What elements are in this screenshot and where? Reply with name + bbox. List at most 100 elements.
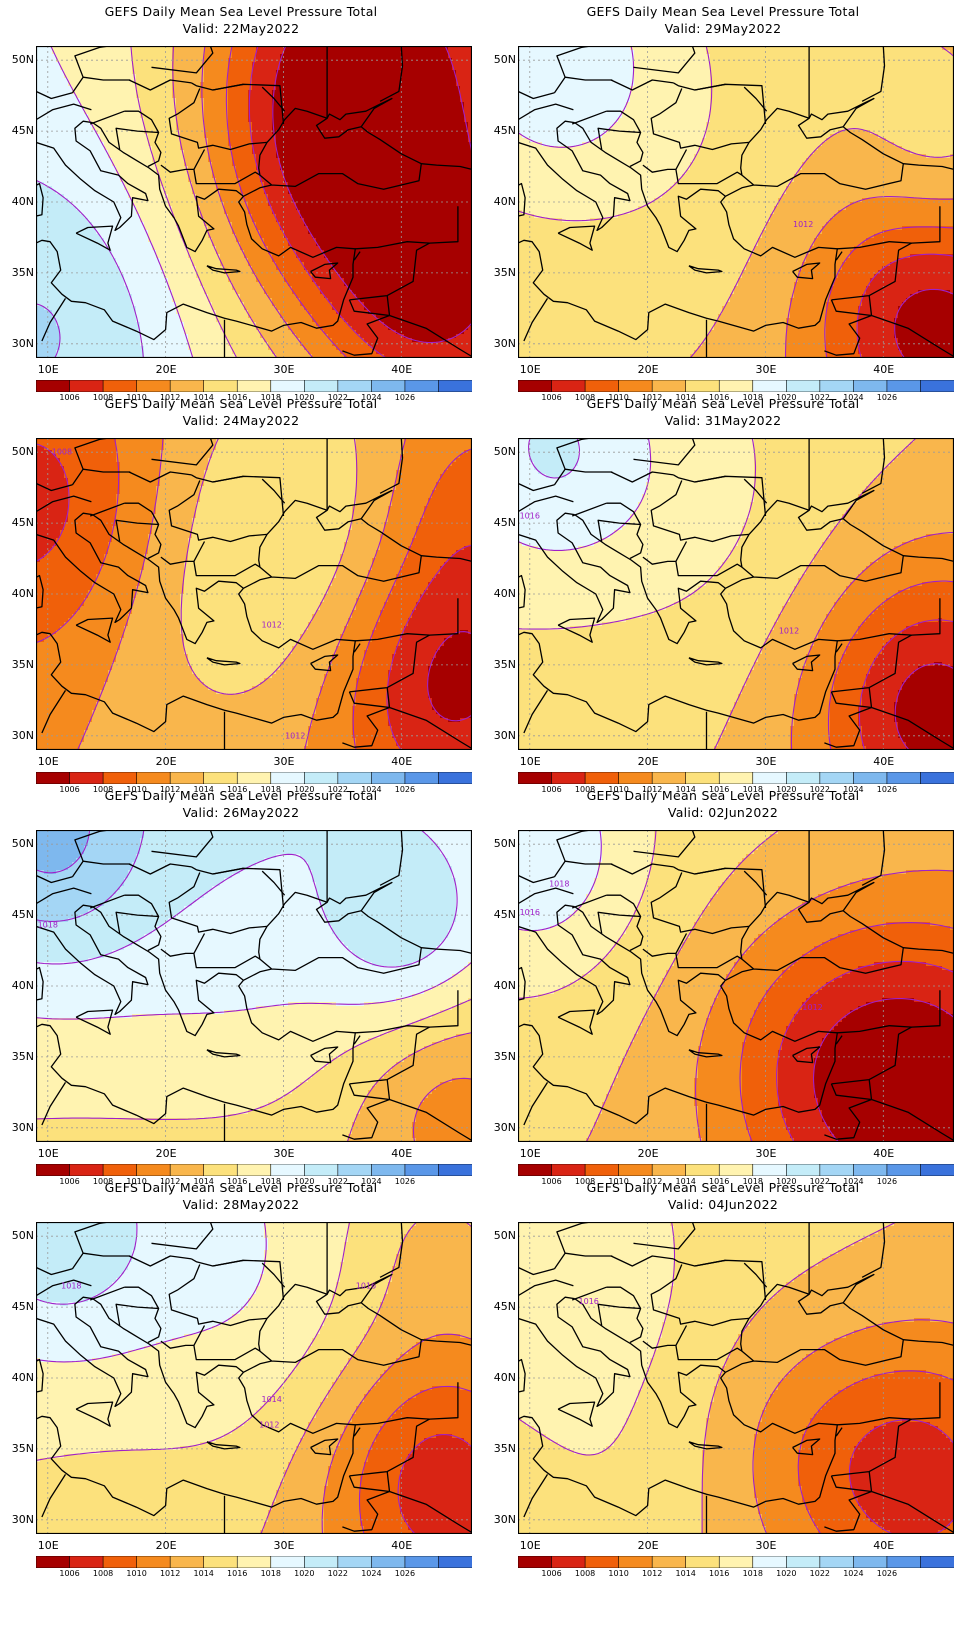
colorbar-label: 1026 xyxy=(394,393,416,402)
graticule xyxy=(518,830,954,1142)
panel-valid-date: Valid: 26May2022 xyxy=(182,805,300,820)
coastlines-borders xyxy=(36,830,472,1142)
colorbar-label: 1008 xyxy=(574,1569,596,1578)
latitude-label: 35N xyxy=(493,1441,516,1455)
mslp-map-panel: GEFS Daily Mean Sea Level Pressure Total… xyxy=(0,1176,482,1586)
colorbar-label: 1024 xyxy=(361,785,382,794)
pressure-map: 1016 1012 xyxy=(518,438,954,750)
colorbar-label: 1020 xyxy=(294,785,315,794)
latitude-label: 45N xyxy=(493,516,516,530)
coastlines-borders xyxy=(36,1222,472,1534)
mslp-map-panel: GEFS Daily Mean Sea Level Pressure Total… xyxy=(0,0,482,410)
colorbar-label: 1008 xyxy=(92,393,114,402)
panel-valid-date: Valid: 02Jun2022 xyxy=(667,805,779,820)
colorbar xyxy=(36,1556,472,1568)
latitude-label: 45N xyxy=(11,1300,34,1314)
colorbar-label: 1018 xyxy=(260,393,281,402)
latitude-label: 35N xyxy=(493,1049,516,1063)
panel-valid-date: Valid: 04Jun2022 xyxy=(667,1197,779,1212)
isobar-label: 1012 xyxy=(285,731,305,740)
longitude-label: 10E xyxy=(37,1147,59,1160)
colorbar-label: 1014 xyxy=(675,1569,696,1578)
latitude-label: 35N xyxy=(11,657,34,671)
colorbar-label: 1024 xyxy=(843,393,864,402)
longitude-label: 10E xyxy=(519,1539,541,1552)
longitude-label: 40E xyxy=(391,755,413,768)
latitude-label: 40N xyxy=(11,1371,34,1384)
longitude-label: 40E xyxy=(873,1539,895,1552)
colorbar-label: 1008 xyxy=(574,1177,596,1186)
panel-title: GEFS Daily Mean Sea Level Pressure Total xyxy=(104,396,378,411)
colorbar-label: 1008 xyxy=(574,785,596,794)
latitude-label: 50N xyxy=(11,53,34,67)
isobar-label: 1016 xyxy=(579,1297,599,1306)
colorbar-label: 1014 xyxy=(193,1569,214,1578)
longitude-label: 10E xyxy=(37,755,59,768)
longitude-label: 30E xyxy=(755,363,777,376)
isobar-label: 1008 xyxy=(52,448,72,457)
colorbar-label: 1020 xyxy=(294,393,315,402)
colorbar-label: 1022 xyxy=(809,1569,831,1578)
mslp-map-panel: GEFS Daily Mean Sea Level Pressure Total… xyxy=(482,784,964,1194)
colorbar-label: 1010 xyxy=(608,785,629,794)
colorbar-label: 1016 xyxy=(227,393,248,402)
colorbar-label: 1016 xyxy=(709,1569,730,1578)
colorbar-label: 1014 xyxy=(193,393,214,402)
map-frame xyxy=(518,1222,954,1534)
colorbar-label: 1014 xyxy=(675,1177,696,1186)
colorbar-label: 1010 xyxy=(126,1569,147,1578)
colorbar-label: 1012 xyxy=(641,1569,663,1578)
graticule xyxy=(36,1222,472,1534)
panel-title: GEFS Daily Mean Sea Level Pressure Total xyxy=(586,788,860,803)
colorbar-label: 1012 xyxy=(159,785,181,794)
colorbar-label: 1010 xyxy=(608,393,629,402)
colorbar-label: 1014 xyxy=(675,785,696,794)
colorbar xyxy=(518,1164,954,1176)
pressure-map: 1018 xyxy=(36,830,472,1142)
panel-title: GEFS Daily Mean Sea Level Pressure Total xyxy=(104,788,378,803)
colorbar-label: 1018 xyxy=(742,1569,763,1578)
longitude-label: 40E xyxy=(391,1539,413,1552)
pressure-fill xyxy=(518,438,954,750)
panel-valid-date: Valid: 24May2022 xyxy=(182,413,300,428)
map-frame xyxy=(36,46,472,358)
colorbar-label: 1014 xyxy=(193,1177,214,1186)
longitude-label: 20E xyxy=(637,755,659,768)
colorbar-label: 1016 xyxy=(709,1177,730,1186)
isobar-label: 1016 xyxy=(356,1281,376,1290)
colorbar-label: 1012 xyxy=(641,393,663,402)
colorbar-label: 1018 xyxy=(260,1569,281,1578)
colorbar-label: 1026 xyxy=(394,1569,416,1578)
latitude-label: 40N xyxy=(11,587,34,600)
latitude-label: 30N xyxy=(493,728,516,742)
isobar-label: 1012 xyxy=(779,626,799,635)
coastlines-borders xyxy=(518,830,954,1142)
longitude-label: 30E xyxy=(755,755,777,768)
latitude-label: 50N xyxy=(11,1229,34,1243)
colorbar xyxy=(518,1556,954,1568)
longitude-label: 40E xyxy=(873,363,895,376)
latitude-label: 40N xyxy=(493,195,516,208)
colorbar-label: 1020 xyxy=(776,1177,797,1186)
latitude-label: 50N xyxy=(11,837,34,851)
latitude-label: 40N xyxy=(11,195,34,208)
longitude-label: 30E xyxy=(273,1539,295,1552)
pressure-map: 1016 xyxy=(518,1222,954,1534)
colorbar-label: 1018 xyxy=(260,785,281,794)
isobar-label: 1016 xyxy=(520,908,540,917)
colorbar-label: 1006 xyxy=(541,393,562,402)
latitude-label: 45N xyxy=(11,908,34,922)
coastlines-borders xyxy=(36,438,472,750)
colorbar-label: 1010 xyxy=(126,785,147,794)
panel-title: GEFS Daily Mean Sea Level Pressure Total xyxy=(586,4,860,19)
panel-title: GEFS Daily Mean Sea Level Pressure Total xyxy=(586,396,860,411)
colorbar-label: 1026 xyxy=(876,1569,898,1578)
latitude-label: 40N xyxy=(493,979,516,992)
longitude-label: 40E xyxy=(873,1147,895,1160)
longitude-label: 20E xyxy=(155,1147,177,1160)
longitude-label: 20E xyxy=(637,363,659,376)
latitude-label: 35N xyxy=(11,1441,34,1455)
colorbar-label: 1024 xyxy=(843,1569,864,1578)
colorbar-label: 1020 xyxy=(776,393,797,402)
